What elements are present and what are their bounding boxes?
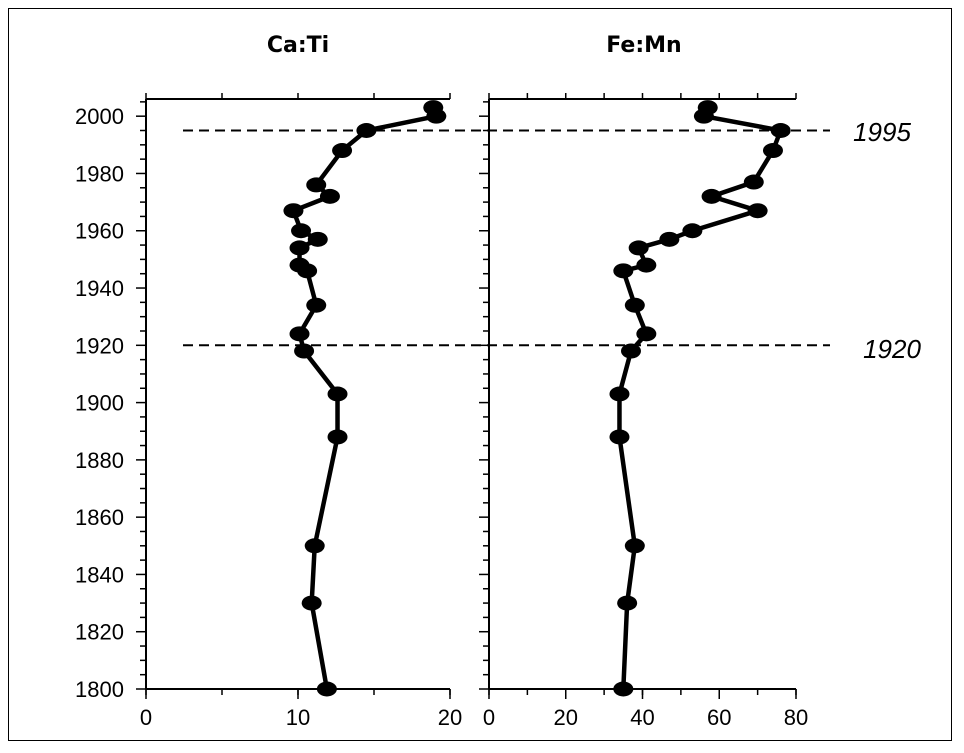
catti-data-point — [297, 263, 318, 279]
femn-data-point — [609, 386, 630, 402]
catti-x-tick-label: 20 — [438, 705, 462, 730]
catti-data-point — [304, 538, 325, 554]
catti-data-point — [306, 177, 327, 193]
y-tick-label: 1820 — [75, 620, 124, 645]
reference-lines-layer — [183, 129, 830, 347]
y-tick-label: 1940 — [75, 276, 124, 301]
femn-data-point — [762, 143, 783, 159]
catti-data-point — [289, 326, 310, 342]
femn-data-point — [659, 231, 680, 247]
y-tick-label: 1900 — [75, 391, 124, 416]
y-tick-label: 1960 — [75, 219, 124, 244]
catti-data-point — [307, 231, 328, 247]
catti-x-tick-label: 0 — [140, 705, 152, 730]
femn-data-point — [682, 223, 703, 239]
femn-data-point — [609, 429, 630, 445]
femn-data-point — [624, 538, 645, 554]
femn-data-point — [636, 326, 657, 342]
catti-data-point — [316, 681, 337, 697]
catti-data-point — [301, 595, 322, 611]
femn-data-point — [624, 297, 645, 313]
catti-data-point — [294, 343, 315, 359]
catti-data-point — [332, 143, 353, 159]
femn-x-tick-label: 40 — [630, 705, 654, 730]
y-tick-label: 1800 — [75, 677, 124, 702]
y-tick-label: 1920 — [75, 333, 124, 358]
data-layer — [283, 100, 791, 697]
femn-data-point — [770, 123, 791, 139]
chart-frame — [8, 8, 952, 741]
catti-x-tick-label: 10 — [286, 705, 310, 730]
catti-data-point — [356, 123, 377, 139]
femn-data-point — [747, 203, 768, 219]
catti-data-point — [327, 386, 348, 402]
femn-data-point — [617, 595, 638, 611]
femn-x-tick-label: 0 — [483, 705, 495, 730]
catti-data-point — [426, 108, 447, 124]
femn-x-tick-label: 20 — [554, 705, 578, 730]
catti-data-point — [319, 188, 340, 204]
femn-title: Fe:Mn — [606, 33, 681, 58]
y-tick-label: 2000 — [75, 104, 124, 129]
y-tick-label: 1980 — [75, 161, 124, 186]
catti-data-point — [289, 240, 310, 256]
y-tick-label: 1860 — [75, 505, 124, 530]
axes-layer: 0 10 20 1800 1820 1840 1860 1880 1900 1920 1940 196… — [75, 93, 808, 730]
femn-data-point — [613, 681, 634, 697]
femn-data-point — [628, 240, 649, 256]
y-tick-label: 1880 — [75, 448, 124, 473]
catti-title: Ca:Ti — [267, 33, 329, 58]
femn-data-point — [693, 108, 714, 124]
femn-data-point — [636, 257, 657, 273]
y-tick-label: 1840 — [75, 562, 124, 587]
femn-data-point — [613, 263, 634, 279]
femn-x-tick-label: 60 — [707, 705, 731, 730]
femn-data-point — [743, 174, 764, 190]
ref-label-1920: 1920 — [863, 334, 921, 364]
catti-data-point — [291, 223, 312, 239]
femn-x-tick-label: 80 — [784, 705, 808, 730]
catti-data-point — [306, 297, 327, 313]
femn-data-point — [620, 343, 641, 359]
catti-data-point — [283, 203, 304, 219]
femn-series-line — [617, 106, 783, 690]
femn-data-point — [701, 188, 722, 204]
ref-label-1995: 1995 — [853, 117, 911, 147]
catti-data-point — [327, 429, 348, 445]
